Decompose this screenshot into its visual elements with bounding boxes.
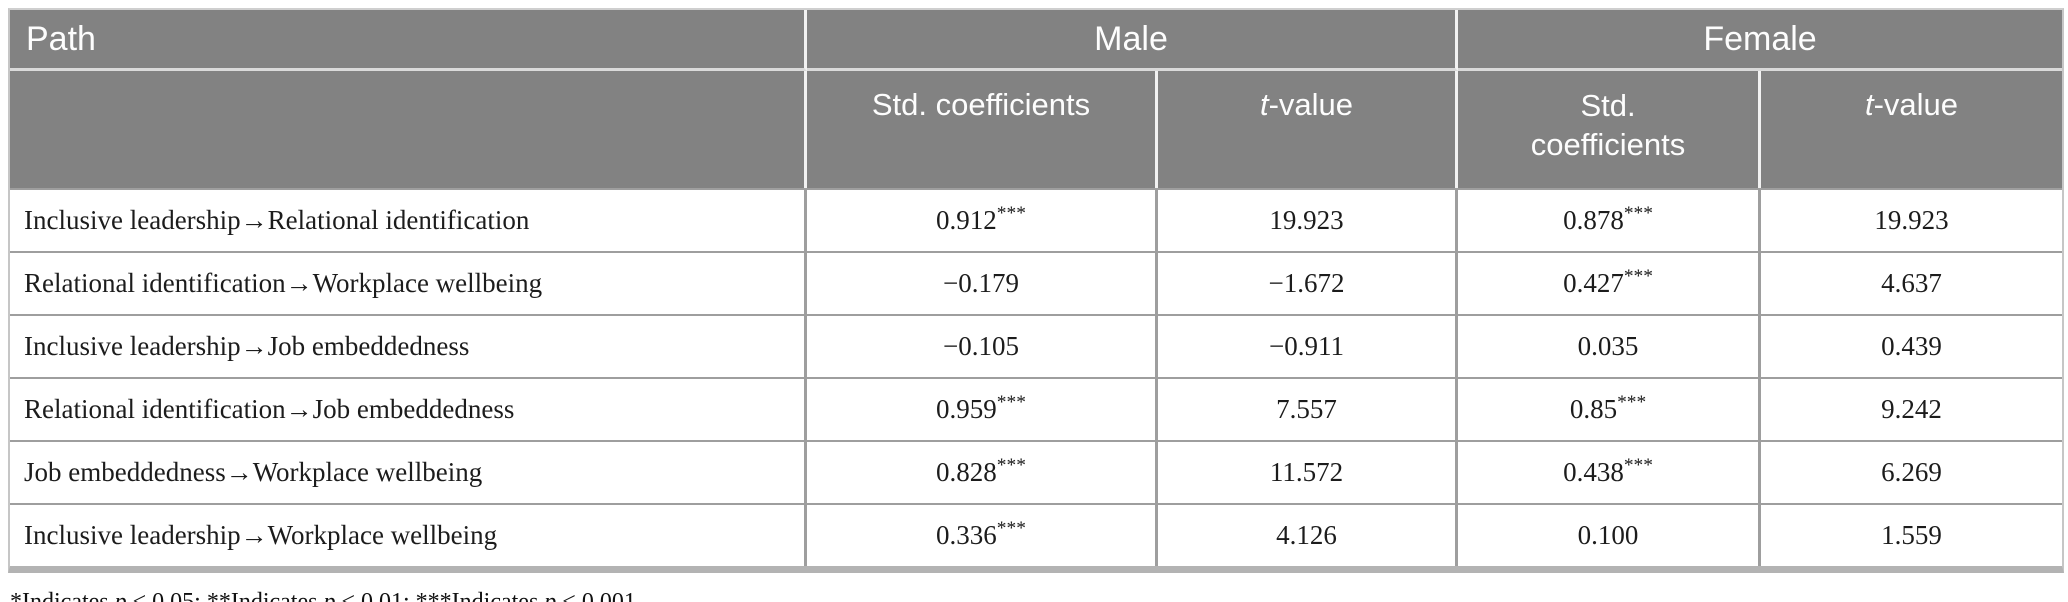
cell-male-tvalue: 19.923 [1158, 188, 1459, 251]
table-row: Inclusive leadership→Workplace wellbeing… [10, 503, 2063, 566]
header-female-tvalue: t-value [1761, 71, 2063, 188]
cell-male-std: 0.912*** [807, 188, 1158, 251]
header-path-spacer [10, 71, 807, 188]
table-row: Relational identification→Job embeddedne… [10, 377, 2063, 440]
cell-female-tvalue: 6.269 [1761, 440, 2063, 503]
cell-female-std: 0.100 [1458, 503, 1762, 566]
group-header-row: Path Male Female [10, 10, 2063, 71]
cell-path: Inclusive leadership→Relational identifi… [10, 188, 807, 251]
cell-path: Job embeddedness→Workplace wellbeing [10, 440, 807, 503]
header-path: Path [10, 10, 807, 71]
table-row: Relational identification→Workplace well… [10, 251, 2063, 314]
cell-female-tvalue: 9.242 [1761, 377, 2063, 440]
table-row: Job embeddedness→Workplace wellbeing 0.8… [10, 440, 2063, 503]
path-coefficients-table: Path Male Female Std. coefficients t-val… [8, 8, 2065, 573]
cell-female-tvalue: 1.559 [1761, 503, 2063, 566]
header-group-male: Male [807, 10, 1459, 71]
cell-male-std: 0.336*** [807, 503, 1158, 566]
significance-stars: *** [1623, 266, 1653, 287]
cell-female-std: 0.427*** [1458, 251, 1762, 314]
cell-male-tvalue: 4.126 [1158, 503, 1459, 566]
cell-female-tvalue: 19.923 [1761, 188, 2063, 251]
table-header: Path Male Female Std. coefficients t-val… [10, 10, 2063, 188]
cell-female-std: 0.85*** [1458, 377, 1762, 440]
significance-stars: *** [996, 392, 1026, 413]
cell-male-tvalue: 11.572 [1158, 440, 1459, 503]
table-row: Inclusive leadership→Job embeddedness −0… [10, 314, 2063, 377]
header-male-tvalue: t-value [1158, 71, 1459, 188]
significance-stars: *** [996, 203, 1026, 224]
cell-path: Relational identification→Job embeddedne… [10, 377, 807, 440]
cell-male-tvalue: −0.911 [1158, 314, 1459, 377]
table-row: Inclusive leadership→Relational identifi… [10, 188, 2063, 251]
cell-female-std: 0.438*** [1458, 440, 1762, 503]
sub-header-row: Std. coefficients t-value Std. coefficie… [10, 71, 2063, 188]
cell-female-tvalue: 4.637 [1761, 251, 2063, 314]
cell-female-std: 0.035 [1458, 314, 1762, 377]
cell-female-tvalue: 0.439 [1761, 314, 2063, 377]
significance-stars: *** [1623, 455, 1653, 476]
cell-male-std: 0.828*** [807, 440, 1158, 503]
significance-stars: *** [1617, 392, 1647, 413]
cell-path: Inclusive leadership→Job embeddedness [10, 314, 807, 377]
header-male-std: Std. coefficients [807, 71, 1158, 188]
table-body: Inclusive leadership→Relational identifi… [10, 188, 2063, 566]
cell-male-tvalue: −1.672 [1158, 251, 1459, 314]
significance-stars: *** [996, 455, 1026, 476]
p-symbol: p [323, 589, 336, 602]
cell-male-std: 0.959*** [807, 377, 1158, 440]
cell-path: Relational identification→Workplace well… [10, 251, 807, 314]
cell-female-std: 0.878*** [1458, 188, 1762, 251]
p-symbol: p [114, 589, 127, 602]
significance-stars: *** [996, 518, 1026, 539]
cell-male-std: −0.179 [807, 251, 1158, 314]
header-group-female: Female [1458, 10, 2063, 71]
cell-male-std: −0.105 [807, 314, 1158, 377]
header-female-std: Std. coefficients [1458, 71, 1762, 188]
cell-path: Inclusive leadership→Workplace wellbeing [10, 503, 807, 566]
p-symbol: p [544, 589, 557, 602]
cell-male-tvalue: 7.557 [1158, 377, 1459, 440]
significance-stars: *** [1623, 203, 1653, 224]
significance-footnote: *Indicates p < 0.05; **Indicates p < 0.0… [10, 589, 2060, 602]
